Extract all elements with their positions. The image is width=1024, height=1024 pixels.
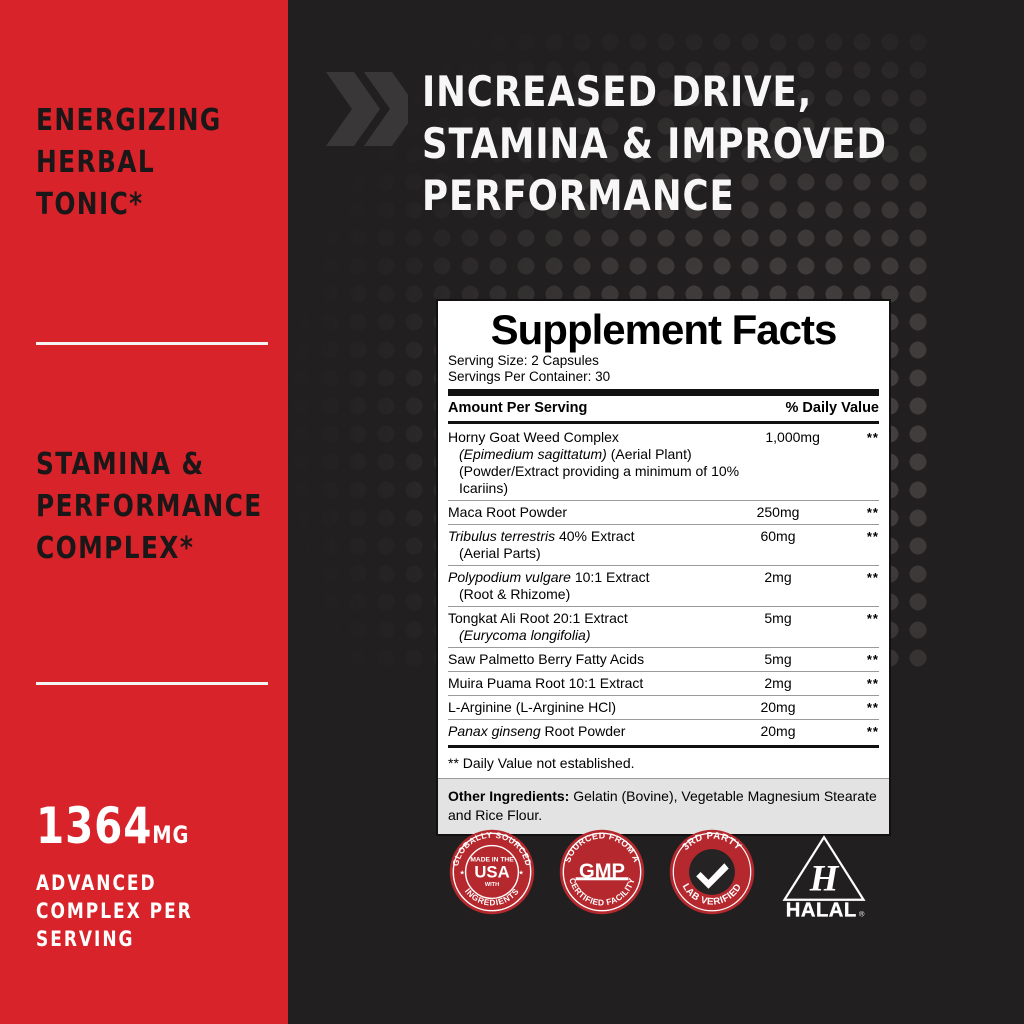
row-divider <box>448 500 879 501</box>
ingredient-name-italic: Tribulus terrestris <box>448 528 556 544</box>
divider-rule-top <box>36 342 268 345</box>
ingredient-amount: 20mg <box>760 723 796 739</box>
ingredient-daily-value: ** <box>866 676 879 691</box>
table-column-headers: Amount Per Serving % Daily Value <box>448 398 879 419</box>
daily-value-footnote: ** Daily Value not established. <box>448 755 635 771</box>
ingredient-name-rest: 40% Extract <box>555 528 635 544</box>
dose-value: 1364 <box>36 797 153 855</box>
dose-unit: MG <box>152 821 190 849</box>
gmp-certified-badge-icon: SOURCED FROM A CERTIFIED FACILITY GMP <box>558 828 646 916</box>
table-row: Tribulus terrestris 40% Extract (Aerial … <box>448 525 879 565</box>
ingredient-sub-2: (Powder/Extract providing a minimum of 1… <box>459 463 740 496</box>
ingredient-amount: 1,000mg <box>765 429 820 445</box>
ingredient-name: Muira Puama Root 10:1 Extract <box>448 675 644 691</box>
ingredient-sub: (Root & Rhizome) <box>459 586 571 602</box>
made-in-usa-badge-icon: GLOBALLY SOURCED INGREDIENTS MADE IN THE… <box>448 828 536 916</box>
ingredient-name-italic: Polypodium vulgare <box>448 569 571 585</box>
ingredient-name: Saw Palmetto Berry Fatty Acids <box>448 651 645 667</box>
right-dark-panel: INCREASED DRIVE, STAMINA & IMPROVED PERF… <box>288 0 1024 1024</box>
dose-block: 1364MG ADVANCED COMPLEX PER SERVING <box>36 800 288 953</box>
left-red-panel: ENERGIZING HERBAL TONIC* STAMINA & PERFO… <box>0 0 288 1024</box>
row-divider <box>448 671 879 672</box>
supplement-facts-title: Supplement Facts <box>490 306 838 353</box>
table-row: Maca Root Powder 250mg ** <box>448 501 879 524</box>
ingredient-daily-value: ** <box>866 652 879 667</box>
other-ingredients-label: Other Ingredients: <box>448 788 570 804</box>
table-row: Panax ginseng Root Powder 20mg ** <box>448 720 879 743</box>
row-divider <box>448 524 879 525</box>
ingredient-amount: 20mg <box>760 699 796 715</box>
ingredient-amount: 60mg <box>760 528 796 544</box>
ingredient-daily-value: ** <box>866 724 879 739</box>
row-divider <box>448 695 879 696</box>
stamina-performance-complex-heading: STAMINA & PERFORMANCE COMPLEX* <box>36 447 263 566</box>
rule-under-headers <box>448 421 879 424</box>
ingredient-daily-value: ** <box>866 505 879 520</box>
table-row: Tongkat Ali Root 20:1 Extract (Eurycoma … <box>448 607 879 647</box>
ingredient-daily-value: ** <box>866 570 879 585</box>
row-divider <box>448 719 879 720</box>
table-row: Muira Puama Root 10:1 Extract 2mg ** <box>448 672 879 695</box>
ingredient-sub: (Aerial Parts) <box>459 545 541 561</box>
divider-rule-bottom <box>36 682 268 685</box>
energizing-herbal-tonic-heading: ENERGIZING HERBAL TONIC* <box>36 103 222 222</box>
ingredient-name: Tongkat Ali Root 20:1 Extract <box>448 610 628 626</box>
ingredient-daily-value: ** <box>866 700 879 715</box>
third-party-lab-verified-badge-icon: 3RD PARTY LAB VERIFIED <box>668 828 756 916</box>
svg-text:USA: USA <box>474 862 509 881</box>
ingredient-amount: 5mg <box>764 610 792 626</box>
svg-text:WITH: WITH <box>485 882 499 888</box>
ingredient-name: Maca Root Powder <box>448 504 568 520</box>
row-divider <box>448 647 879 648</box>
halal-certified-badge-icon: H HALAL ® <box>778 828 866 920</box>
ingredient-sub-rest: (Aerial Plant) <box>606 446 692 462</box>
ingredient-name-rest: 10:1 Extract <box>570 569 650 585</box>
dose-subtitle: ADVANCED COMPLEX PER SERVING <box>36 871 193 951</box>
ingredient-amount: 5mg <box>764 651 792 667</box>
ingredient-daily-value: ** <box>866 611 879 626</box>
row-divider <box>448 565 879 566</box>
svg-text:★: ★ <box>518 870 524 877</box>
svg-text:★: ★ <box>459 870 465 877</box>
ingredient-name-italic: Panax ginseng <box>448 723 541 739</box>
svg-text:H: H <box>809 858 840 899</box>
double-chevron-right-icon <box>324 72 418 151</box>
ingredient-daily-value: ** <box>866 430 879 445</box>
ingredient-amount: 250mg <box>756 504 800 520</box>
certification-badges: GLOBALLY SOURCED INGREDIENTS MADE IN THE… <box>448 828 866 920</box>
ingredient-amount: 2mg <box>764 569 792 585</box>
ingredient-name: Horny Goat Weed Complex <box>448 429 619 445</box>
serving-size: Serving Size: 2 Capsules <box>448 353 599 368</box>
hero-headline: INCREASED DRIVE, STAMINA & IMPROVED PERF… <box>422 67 887 220</box>
supplement-facts-panel: Supplement Facts Serving Size: 2 Capsule… <box>436 299 891 836</box>
ingredient-name: L-Arginine (L-Arginine HCl) <box>448 699 617 715</box>
dose-amount: 1364MG <box>36 800 263 861</box>
ingredient-daily-value: ** <box>866 529 879 544</box>
ingredient-name-rest: Root Powder <box>540 723 626 739</box>
table-row: Polypodium vulgare 10:1 Extract (Root & … <box>448 566 879 606</box>
svg-text:MADE IN THE: MADE IN THE <box>470 856 514 863</box>
ingredient-sub-italic: (Epimedium sagittatum) <box>459 446 607 462</box>
svg-text:HALAL: HALAL <box>786 899 857 920</box>
column-header-daily-value: % Daily Value <box>785 400 880 416</box>
table-row: Saw Palmetto Berry Fatty Acids 5mg ** <box>448 648 879 671</box>
rule-above-footnote <box>448 745 879 748</box>
other-ingredients-text: Gelatin (Bovine), Vegetable Magnesium St… <box>448 788 877 823</box>
svg-text:GMP: GMP <box>579 860 625 882</box>
ingredient-sub: (Eurycoma longifolia) <box>459 627 591 643</box>
table-row: Horny Goat Weed Complex (Epimedium sagit… <box>448 426 879 500</box>
svg-text:®: ® <box>859 909 865 918</box>
table-row: L-Arginine (L-Arginine HCl) 20mg ** <box>448 696 879 719</box>
rule-thick-top <box>448 389 879 396</box>
column-header-amount: Amount Per Serving <box>448 400 588 416</box>
servings-per-container: Servings Per Container: 30 <box>448 369 611 384</box>
row-divider <box>448 606 879 607</box>
other-ingredients-section: Other Ingredients: Gelatin (Bovine), Veg… <box>438 778 889 834</box>
ingredient-amount: 2mg <box>764 675 792 691</box>
